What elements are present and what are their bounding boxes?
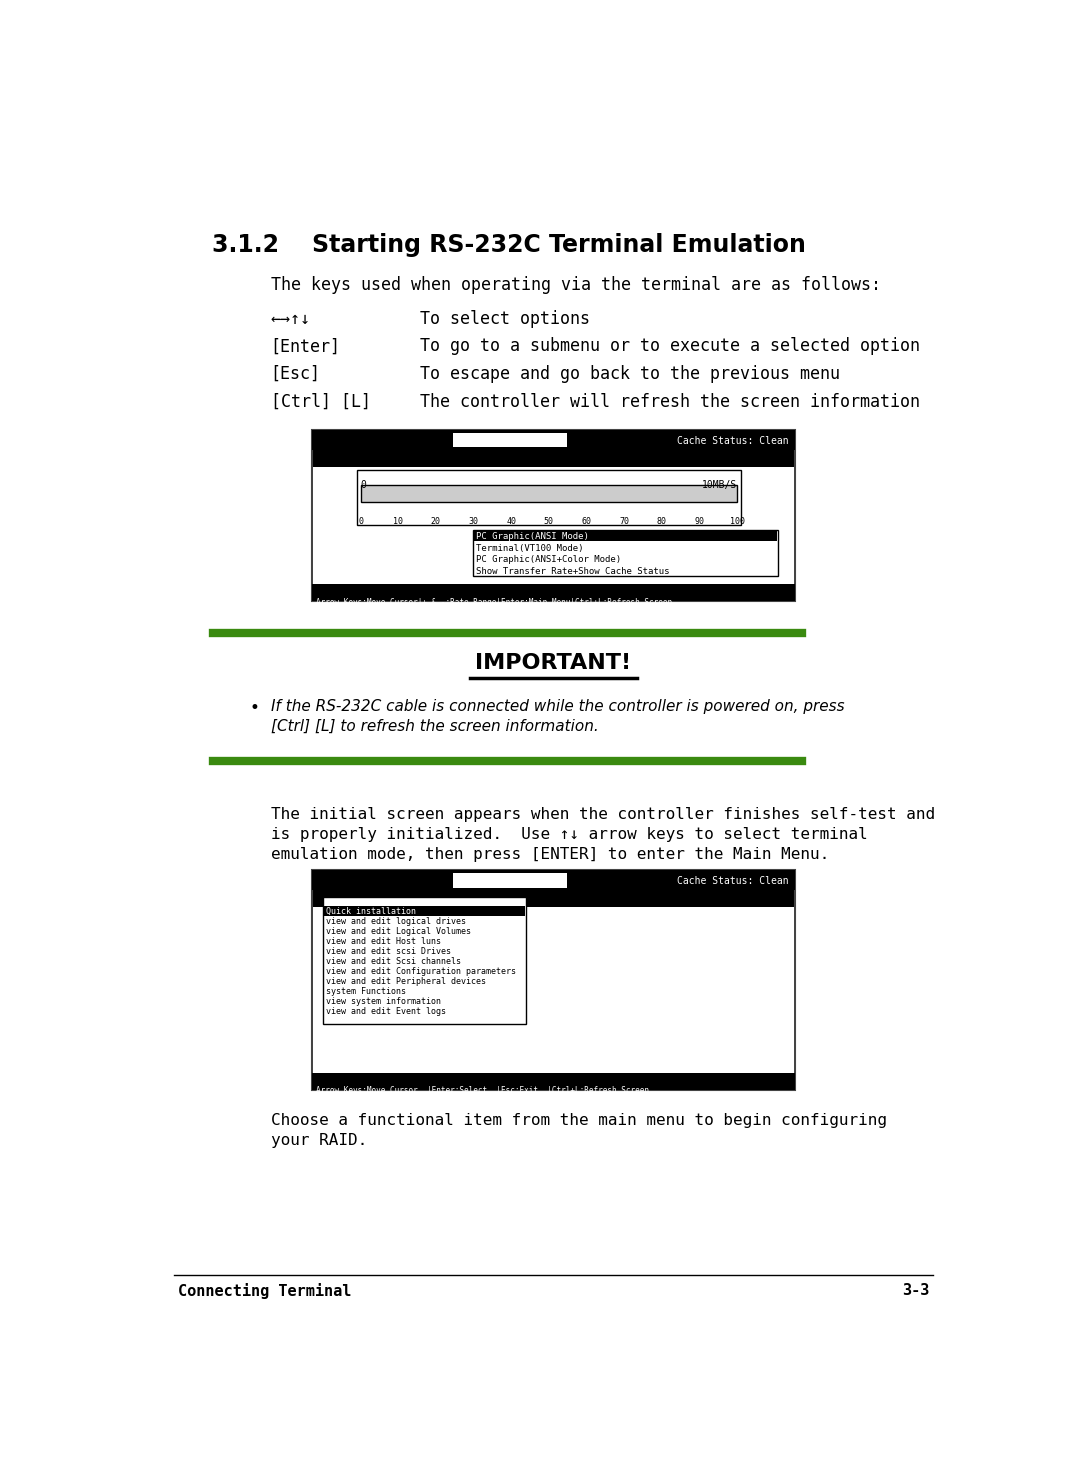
Text: 0: 0 [359, 517, 363, 525]
Text: To select options: To select options [420, 310, 590, 328]
Text: PC Graphic(ANSI Mode): PC Graphic(ANSI Mode) [476, 531, 589, 542]
Text: 90: 90 [694, 517, 704, 525]
Text: Cache Status: Clean: Cache Status: Clean [677, 877, 789, 886]
Text: [Ctrl] [L] to refresh the screen information.: [Ctrl] [L] to refresh the screen informa… [271, 719, 598, 734]
Text: 70: 70 [619, 517, 630, 525]
Text: Arrow Keys:Move Cursor  |Enter:Select  |Esc:Exit  |Ctrl+L:Refresh Screen: Arrow Keys:Move Cursor |Enter:Select |Es… [315, 1086, 649, 1095]
Text: 20: 20 [431, 517, 441, 525]
Text: system Functions: system Functions [326, 987, 406, 996]
Text: The controller will refresh the screen information: The controller will refresh the screen i… [420, 393, 920, 410]
Text: view system information: view system information [326, 998, 441, 1007]
Text: view and edit scsi Drives: view and edit scsi Drives [326, 948, 450, 956]
Text: [Enter]: [Enter] [271, 338, 340, 356]
Text: Cache Status: Clean: Cache Status: Clean [677, 435, 789, 446]
Text: The initial screen appears when the controller finishes self-test and: The initial screen appears when the cont… [271, 807, 935, 822]
Text: Show Transfer Rate+Show Cache Status: Show Transfer Rate+Show Cache Status [476, 567, 670, 576]
Text: Quick installation: Quick installation [326, 908, 416, 917]
Text: The keys used when operating via the terminal are as follows:: The keys used when operating via the ter… [271, 276, 880, 294]
Bar [323, 906, 525, 917]
Text: •: • [249, 700, 259, 717]
Bar [312, 430, 795, 601]
Text: view and edit logical drives: view and edit logical drives [326, 917, 465, 925]
Text: view and edit Event logs: view and edit Event logs [326, 1007, 446, 1015]
Text: PC Graphic(ANSI+Color Mode): PC Graphic(ANSI+Color Mode) [476, 555, 621, 564]
Bar [474, 530, 778, 542]
Bar [323, 897, 526, 1024]
Text: 60: 60 [581, 517, 592, 525]
Text: is properly initialized.  Use ↑↓ arrow keys to select terminal: is properly initialized. Use ↑↓ arrow ke… [271, 827, 867, 841]
Bar [312, 430, 795, 450]
Text: view and edit Host luns: view and edit Host luns [326, 937, 441, 946]
Text: Terminal(VT100 Mode): Terminal(VT100 Mode) [476, 543, 583, 552]
Text: IMPORTANT!: IMPORTANT! [475, 652, 632, 673]
Text: < Main Menu >: < Main Menu > [386, 906, 462, 915]
Text: 0: 0 [361, 480, 366, 490]
Text: view and edit Configuration parameters: view and edit Configuration parameters [326, 967, 515, 976]
Text: ←→↑↓: ←→↑↓ [271, 310, 311, 328]
Text: Connecting Terminal: Connecting Terminal [177, 1283, 351, 1299]
Bar [473, 530, 779, 576]
Text: 80: 80 [657, 517, 666, 525]
Bar [453, 432, 567, 447]
Text: emulation mode, then press [ENTER] to enter the Main Menu.: emulation mode, then press [ENTER] to en… [271, 847, 828, 862]
Bar [313, 466, 794, 599]
Bar [312, 871, 795, 890]
Text: 30: 30 [469, 517, 478, 525]
Text: 3-3: 3-3 [902, 1283, 930, 1297]
Text: 10: 10 [393, 517, 403, 525]
Text: 40: 40 [507, 517, 516, 525]
Text: your RAID.: your RAID. [271, 1132, 367, 1148]
Text: Choose a functional item from the main menu to begin configuring: Choose a functional item from the main m… [271, 1113, 887, 1128]
Text: 100: 100 [730, 517, 745, 525]
Text: If the RS-232C cable is connected while the controller is powered on, press: If the RS-232C cable is connected while … [271, 700, 845, 714]
Text: 50: 50 [544, 517, 554, 525]
Text: To escape and go back to the previous menu: To escape and go back to the previous me… [420, 365, 840, 382]
Text: [Ctrl] [L]: [Ctrl] [L] [271, 393, 370, 410]
Bar [313, 908, 794, 1088]
Text: 10MB/S: 10MB/S [702, 480, 738, 490]
Bar [312, 583, 795, 601]
Text: To go to a submenu or to execute a selected option: To go to a submenu or to execute a selec… [420, 338, 920, 356]
Text: view and edit Peripheral devices: view and edit Peripheral devices [326, 977, 486, 986]
Text: Arrow Keys:Move Cursor|+ & -:Rate Range|Enter:Main Menu|Ctrl+L:Refresh Screen: Arrow Keys:Move Cursor|+ & -:Rate Range|… [315, 598, 672, 607]
Bar [312, 1073, 795, 1089]
Text: view and edit Logical Volumes: view and edit Logical Volumes [326, 927, 471, 936]
Text: view and edit Scsi channels: view and edit Scsi channels [326, 956, 461, 967]
Text: 3.1.2    Starting RS-232C Terminal Emulation: 3.1.2 Starting RS-232C Terminal Emulatio… [213, 233, 807, 257]
Bar [356, 469, 741, 525]
Bar [312, 871, 795, 1089]
Bar [361, 486, 738, 502]
Text: [Esc]: [Esc] [271, 365, 321, 382]
Bar [453, 874, 567, 889]
